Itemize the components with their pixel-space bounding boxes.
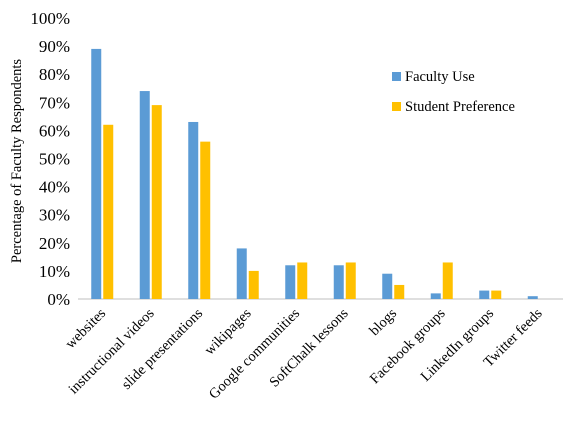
y-tick-label: 80% [39,65,70,84]
bar-student-preference [442,262,453,299]
y-tick-label: 70% [39,93,70,112]
legend-label-student-preference: Student Preference [405,99,515,115]
x-category-label: websites [62,305,109,352]
bar-student-preference [248,270,259,299]
y-axis-ticks: 0% 10% 20% 30% 40% 50% 60% 70% 80% 90% 100% [30,9,70,309]
bar-student-preference [103,124,114,299]
y-tick-label: 20% [39,234,70,253]
y-tick-label: 30% [39,206,70,225]
bar-faculty-use [527,296,538,299]
bar-faculty-use [188,121,199,299]
bar-student-preference [394,284,405,299]
bar-student-preference [200,141,211,299]
x-category-label: instructional videos [66,305,158,397]
bar-faculty-use [333,265,344,299]
y-tick-label: 0% [47,290,70,309]
bar-faculty-use [285,265,296,299]
bar-faculty-use [91,48,102,299]
bar-student-preference [345,262,356,299]
legend: Faculty Use Student Preference [392,69,515,115]
bar-faculty-use [139,91,150,299]
x-category-label: Google communities [206,305,303,402]
y-tick-label: 50% [39,150,70,169]
bar-faculty-use [430,293,441,299]
bar-faculty-use [479,290,490,299]
legend-swatch-student-preference [392,102,401,111]
y-tick-label: 10% [39,262,70,281]
bars [91,48,538,299]
legend-swatch-faculty-use [392,72,401,81]
bar-student-preference [151,105,162,299]
x-category-label: slide presentations [119,305,207,393]
bar-faculty-use [236,248,247,299]
x-category-label: blogs [367,305,401,339]
bar-student-preference [297,262,308,299]
y-tick-label: 60% [39,121,70,140]
bar-faculty-use [382,273,393,299]
y-axis-label: Percentage of Faculty Respondents [9,59,25,264]
bar-student-preference [491,290,502,299]
y-tick-label: 90% [39,37,70,56]
y-tick-label: 100% [30,9,70,28]
y-tick-label: 40% [39,178,70,197]
legend-label-faculty-use: Faculty Use [405,69,475,85]
